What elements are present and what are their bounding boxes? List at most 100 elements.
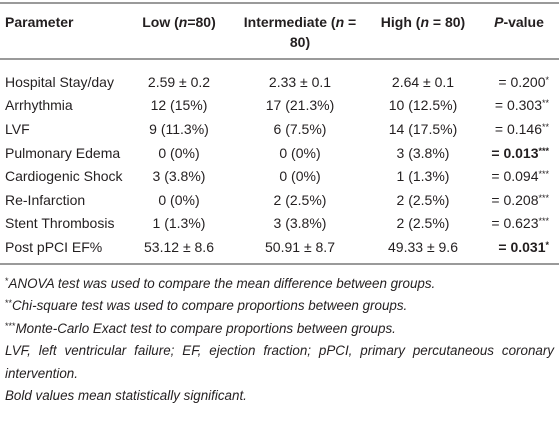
p-value: = 0.146: [494, 120, 542, 137]
footnote-mark: **: [5, 298, 13, 309]
value-cell: 0 (0%): [279, 168, 321, 185]
value-cell: 2 (2.5%): [396, 191, 450, 208]
value-cell: 2 (2.5%): [273, 191, 327, 208]
parameter-cell: Post pPCI EF%: [0, 235, 125, 265]
value-cell: 3 (3.8%): [396, 144, 450, 161]
value-cell: 3 (3.8%): [152, 168, 206, 185]
header-text: n: [178, 14, 188, 30]
p-value-mark: ***: [538, 169, 549, 180]
column-header: P-value: [479, 2, 559, 60]
p-value-cell: = 0.200*: [479, 59, 559, 94]
p-value: = 0.094: [491, 168, 539, 185]
p-value-cell: = 0.303**: [479, 94, 559, 118]
header-row: Parameter Low (n=80) Intermediate (n = 80)…: [0, 2, 559, 60]
value-cell: 10 (12.5%): [388, 97, 458, 114]
header-text: n: [335, 14, 345, 30]
parameter-cell: Cardiogenic Shock: [5, 168, 123, 185]
footnote-text: LVF, left ventricular failure; EF, eject…: [5, 343, 554, 381]
results-table: Parameter Low (n=80) Intermediate (n = 80)…: [0, 2, 559, 265]
value-cell: 2 (2.5%): [396, 215, 450, 232]
header-text: Intermediate (: [243, 14, 336, 30]
p-value-mark: ***: [538, 216, 549, 227]
table-row: Re-Infarction 0 (0%) 2 (2.5%) 2 (2.5%) = 0.2…: [0, 188, 559, 212]
p-value: = 0.013: [491, 144, 539, 161]
value-cell: 6 (7.5%): [273, 120, 327, 137]
value-cell: 12 (15%): [150, 97, 208, 114]
header-text: P: [494, 14, 504, 30]
table-row: Hospital Stay/day 2.59 ± 0.2 2.33 ± 0.1 2.6…: [0, 59, 559, 94]
header-text: Low (: [142, 14, 179, 30]
p-value: = 0.031: [498, 238, 546, 255]
column-header: High (n = 80): [367, 2, 479, 60]
p-value: = 0.208: [491, 191, 539, 208]
p-value-cell: = 0.013***: [479, 141, 559, 165]
value-cell: 0 (0%): [279, 144, 321, 161]
p-value-cell: = 0.094***: [479, 164, 559, 188]
footnote-mark: ***: [5, 320, 16, 331]
header-text: -value: [503, 14, 544, 30]
value-cell: 2.33 ± 0.1: [268, 73, 332, 90]
p-value-cell: = 0.146**: [479, 117, 559, 141]
table-row: Pulmonary Edema 0 (0%) 0 (0%) 3 (3.8%) = 0.0…: [0, 141, 559, 165]
p-value: = 0.623: [491, 215, 539, 232]
column-header: Low (n=80): [125, 2, 233, 60]
footnote: ***Monte-Carlo Exact test to compare pro…: [5, 318, 554, 341]
header-text: =80): [187, 14, 216, 30]
header-text: High (: [380, 14, 421, 30]
value-cell: 17 (21.3%): [265, 97, 335, 114]
header-text: n: [420, 14, 429, 30]
table-figure: Parameter Low (n=80) Intermediate (n = 80)…: [0, 2, 559, 408]
value-cell: 1 (1.3%): [396, 168, 450, 185]
p-value: = 0.200: [498, 73, 546, 90]
p-value-cell: = 0.031*: [479, 235, 559, 265]
footnote: **Chi-square test was used to compare pr…: [5, 295, 554, 318]
table-row: Cardiogenic Shock 3 (3.8%) 0 (0%) 1 (1.3%) =…: [0, 164, 559, 188]
footnote-text: Chi-square test was used to compare prop…: [12, 298, 408, 314]
value-cell: 50.91 ± 8.7: [233, 235, 367, 265]
value-cell: 2.59 ± 0.2: [147, 73, 211, 90]
footnotes: *ANOVA test was used to compare the mean…: [0, 265, 559, 408]
parameter-cell: LVF: [5, 120, 30, 137]
header-text: = 80): [289, 14, 357, 50]
value-cell: 9 (11.3%): [149, 120, 209, 137]
footnote: LVF, left ventricular failure; EF, eject…: [5, 340, 554, 385]
footnote: Bold values mean statistically significa…: [5, 385, 554, 408]
parameter-cell: Hospital Stay/day: [5, 73, 114, 90]
p-value-mark: ***: [538, 145, 549, 156]
footnote-mark: *: [5, 275, 9, 286]
footnote-text: Bold values mean statistically significa…: [5, 388, 247, 404]
p-value-cell: = 0.208***: [479, 188, 559, 212]
value-cell: 53.12 ± 8.6: [125, 235, 233, 265]
footnote-text: Monte-Carlo Exact test to compare propor…: [15, 320, 396, 336]
header-text: Parameter: [5, 14, 74, 30]
footnote-text: ANOVA test was used to compare the mean …: [8, 275, 436, 291]
parameter-cell: Pulmonary Edema: [5, 144, 121, 161]
column-header: Intermediate (n = 80): [233, 2, 367, 60]
p-value-mark: ***: [538, 192, 549, 203]
p-value: = 0.303: [494, 97, 542, 114]
value-cell: 3 (3.8%): [273, 215, 327, 232]
parameter-cell: Re-Infarction: [5, 191, 86, 208]
value-cell: 0 (0%): [158, 191, 200, 208]
value-cell: 0 (0%): [158, 144, 200, 161]
table-row: Stent Thrombosis 1 (1.3%) 3 (3.8%) 2 (2.5%)…: [0, 212, 559, 236]
p-value-cell: = 0.623***: [479, 212, 559, 236]
value-cell: 14 (17.5%): [388, 120, 458, 137]
p-value-mark: *: [545, 74, 549, 85]
table-row: Arrhythmia 12 (15%) 17 (21.3%) 10 (12.5%) = …: [0, 94, 559, 118]
p-value-mark: **: [541, 121, 549, 132]
header-text: = 80): [429, 14, 466, 30]
value-cell: 1 (1.3%): [152, 215, 206, 232]
value-cell: 2.64 ± 0.1: [391, 73, 455, 90]
table-body: Hospital Stay/day 2.59 ± 0.2 2.33 ± 0.1 2.6…: [0, 59, 559, 265]
p-value-mark: **: [541, 98, 549, 109]
table-row: LVF 9 (11.3%) 6 (7.5%) 14 (17.5%) = 0.146**: [0, 117, 559, 141]
footnote: *ANOVA test was used to compare the mean…: [5, 273, 554, 296]
table-row: Post pPCI EF% 53.12 ± 8.6 50.91 ± 8.7 49.33…: [0, 235, 559, 265]
p-value-mark: *: [545, 239, 549, 250]
parameter-cell: Arrhythmia: [5, 97, 73, 114]
column-header: Parameter: [0, 2, 125, 60]
table-header: Parameter Low (n=80) Intermediate (n = 80)…: [0, 2, 559, 60]
value-cell: 49.33 ± 9.6: [367, 235, 479, 265]
